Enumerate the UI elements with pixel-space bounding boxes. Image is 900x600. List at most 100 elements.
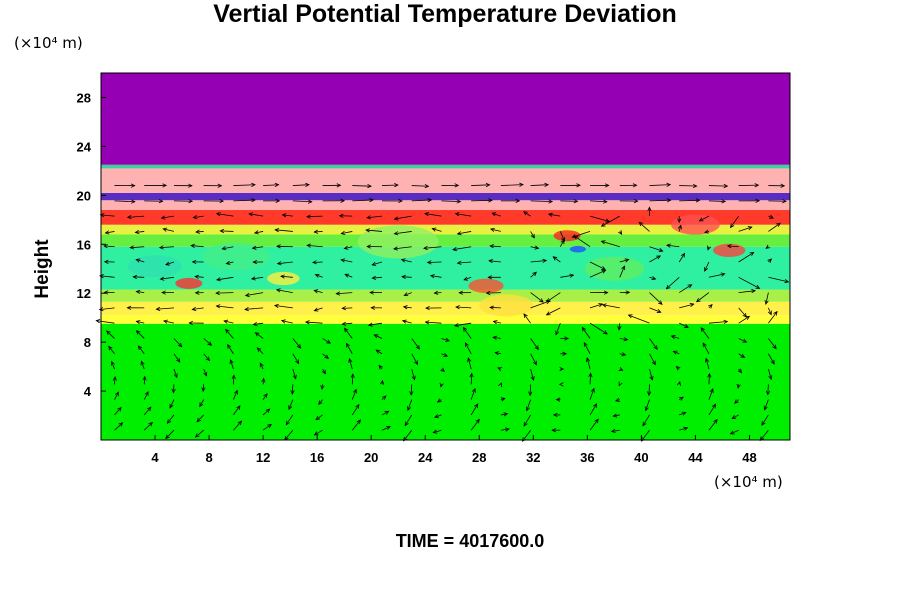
- wind-vector-head-34: [162, 183, 168, 188]
- x-tick-label-12: 12: [256, 450, 270, 465]
- wind-vector-head-37: [169, 403, 174, 409]
- wind-vector-head-332: [689, 302, 695, 307]
- wind-vector-head-385: [784, 279, 790, 284]
- wind-vector-head-366: [742, 313, 748, 318]
- wind-vector-head-1: [118, 422, 124, 427]
- wind-vector-51: [195, 429, 204, 438]
- wind-vector-head-131: [312, 260, 317, 265]
- y-tick-label-8: 8: [84, 335, 91, 350]
- anomaly-blobs: [128, 214, 746, 317]
- wind-vector-head-376: [761, 421, 766, 426]
- wind-vector-head-383: [767, 310, 772, 316]
- wind-vector-head-9: [98, 307, 104, 312]
- wind-vector-19: [143, 391, 149, 400]
- wind-vector-head-76: [223, 319, 229, 324]
- wind-vector-12: [103, 245, 115, 248]
- wind-vector-head-289: [604, 183, 610, 188]
- chart-title: Vertial Potential Temperature Deviation: [213, 0, 677, 28]
- wind-vector-head-24: [135, 330, 141, 335]
- wind-vector-310: [649, 368, 653, 380]
- wind-vector-175: [411, 353, 418, 365]
- wind-vector-head-163: [369, 290, 374, 295]
- wind-vector-head-13: [103, 244, 108, 249]
- wind-vector-head-382: [773, 310, 778, 316]
- wind-vector-297: [602, 304, 620, 309]
- wind-vector-21: [140, 361, 145, 370]
- wind-vector-65: [193, 215, 204, 219]
- wind-vector-136: [351, 419, 361, 431]
- wind-vector-167: [367, 215, 383, 219]
- wind-vector-116: [282, 214, 293, 217]
- wind-vector-117: [292, 200, 312, 203]
- wind-vector-head-227: [494, 351, 500, 356]
- wind-vector-head-331: [684, 324, 689, 328]
- wind-vector-head-36: [166, 419, 172, 424]
- wind-vector-227: [493, 336, 501, 339]
- y-tick-label-4: 4: [84, 384, 92, 399]
- wind-vector-head-144: [341, 321, 347, 326]
- wind-vector-head-304: [600, 222, 606, 227]
- wind-vector-7: [96, 320, 115, 324]
- wind-vector-330: [679, 322, 689, 328]
- wind-vector-head-253: [523, 211, 528, 216]
- wind-vector-head-386: [767, 258, 773, 263]
- wind-vector-head-290: [610, 428, 616, 433]
- wind-vector-head-100: [248, 212, 254, 217]
- wind-vector-head-384: [764, 300, 769, 305]
- wind-vector-head-357: [723, 183, 729, 189]
- wind-vector-head-78: [215, 290, 220, 296]
- wind-vector-head-219: [454, 212, 460, 217]
- wind-vector-head-355: [698, 217, 704, 222]
- wind-vector-head-231: [485, 290, 491, 296]
- wind-vector-head-140: [350, 373, 355, 379]
- wind-vector-head-367: [751, 288, 756, 294]
- wind-vector-70: [233, 390, 238, 400]
- wind-vector-42: [156, 307, 174, 310]
- wind-vector-head-262: [564, 336, 570, 341]
- wind-vector-head-148: [340, 258, 346, 263]
- wind-vector-124: [322, 353, 329, 359]
- wind-vector-54: [202, 384, 205, 392]
- wind-vector-252: [523, 211, 531, 217]
- wind-vector-head-23: [137, 345, 143, 351]
- wind-vector-head-57: [205, 356, 211, 362]
- wind-vector-head-30: [129, 245, 135, 250]
- wind-vector-26: [136, 291, 145, 293]
- wind-vector-37: [172, 384, 175, 393]
- wind-vector-head-53: [196, 417, 202, 423]
- wind-vector-332: [679, 284, 692, 293]
- wind-vector-head-46: [165, 261, 170, 266]
- wind-vector-212: [455, 306, 472, 309]
- wind-vector-head-300: [621, 265, 626, 271]
- wind-vector-123: [322, 368, 326, 374]
- wind-vector-head-390: [782, 199, 787, 204]
- wind-vector-head-182: [400, 258, 406, 263]
- wind-vector-23: [136, 330, 145, 339]
- color-bands: [101, 73, 790, 440]
- wind-vector-284: [574, 235, 591, 248]
- wind-vector-210: [463, 327, 472, 339]
- wind-vector-head-59: [188, 320, 193, 326]
- wind-vector-head-193: [443, 352, 449, 357]
- wind-vector-head-116: [274, 228, 280, 233]
- wind-vector-head-349: [708, 303, 713, 309]
- wind-vector-head-258: [555, 397, 561, 402]
- wind-vector-306: [641, 429, 650, 442]
- wind-vector-221: [500, 428, 510, 431]
- wind-vector-382: [768, 307, 772, 315]
- wind-vector-head-31: [134, 229, 140, 235]
- wind-vector-324: [679, 412, 686, 416]
- wind-vector-head-5: [110, 360, 115, 366]
- wind-vector-64: [195, 231, 204, 233]
- wind-vector-head-10: [103, 290, 109, 295]
- wind-vector-head-161: [367, 322, 373, 327]
- wind-vector-129: [315, 274, 323, 278]
- wind-vector-head-310: [647, 391, 652, 397]
- wind-vector-309: [648, 384, 650, 396]
- wind-vector-379: [768, 353, 775, 365]
- wind-vector-273: [589, 403, 597, 416]
- wind-vector-head-64: [190, 243, 196, 248]
- color-band-0: [101, 323, 790, 440]
- wind-vector-head-184: [393, 231, 399, 236]
- wind-vector-head-101: [275, 198, 281, 203]
